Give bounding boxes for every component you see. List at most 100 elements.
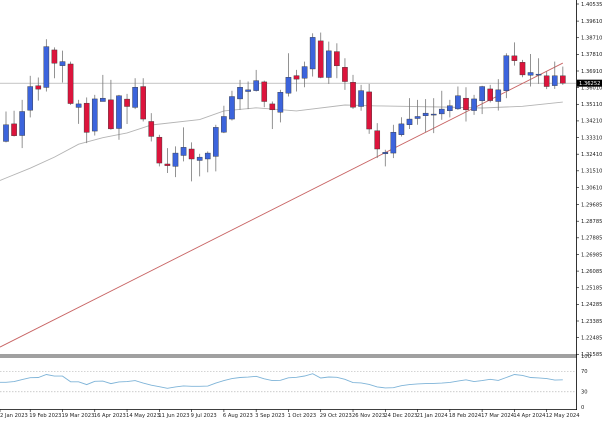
candle-body [213, 127, 219, 157]
candle[interactable] [487, 84, 494, 103]
candle-body [430, 113, 437, 116]
candle[interactable] [196, 153, 203, 177]
candle-body [19, 111, 25, 136]
candle[interactable] [108, 79, 114, 130]
candle[interactable] [229, 90, 235, 121]
candle[interactable] [342, 58, 348, 90]
candle[interactable] [317, 32, 324, 79]
candle[interactable] [35, 77, 42, 101]
candle[interactable] [19, 99, 25, 149]
candle[interactable] [430, 98, 437, 134]
candle-body [180, 147, 187, 156]
candle[interactable] [471, 94, 477, 115]
candle[interactable] [479, 85, 485, 115]
candle[interactable] [438, 90, 445, 120]
candle[interactable] [204, 151, 211, 173]
candle[interactable] [3, 111, 9, 143]
candle-body [366, 91, 372, 130]
candle[interactable] [253, 69, 259, 92]
candle-body [422, 112, 429, 116]
candle-body [156, 136, 163, 164]
candle[interactable] [511, 42, 518, 66]
candle[interactable] [527, 54, 534, 87]
candle[interactable] [180, 127, 187, 162]
candle[interactable] [148, 113, 155, 142]
candle[interactable] [543, 71, 550, 90]
candle-body [83, 102, 90, 133]
candle[interactable] [406, 98, 413, 130]
candle[interactable] [519, 59, 526, 78]
rsi-pane [0, 371, 576, 393]
candle[interactable] [309, 33, 316, 77]
candle-body [551, 75, 558, 86]
candle[interactable] [301, 61, 308, 88]
candle-body [3, 124, 9, 142]
candle[interactable] [334, 43, 340, 79]
candle[interactable] [414, 99, 421, 125]
candle[interactable] [551, 61, 558, 89]
candle[interactable] [422, 99, 429, 133]
candle[interactable] [495, 79, 502, 111]
main-price-pane [0, 32, 576, 348]
candle[interactable] [455, 86, 461, 110]
candle-body [350, 82, 356, 108]
candle[interactable] [261, 80, 268, 108]
candle[interactable] [326, 41, 332, 84]
candle-body [479, 86, 485, 101]
candle[interactable] [11, 110, 17, 137]
candle[interactable] [463, 87, 469, 122]
candle[interactable] [83, 97, 90, 144]
candle-body [196, 156, 203, 161]
candle[interactable] [245, 81, 251, 110]
candle[interactable] [447, 99, 453, 118]
candle[interactable] [269, 101, 276, 130]
price-tick-label: 1.25185 [581, 286, 602, 292]
candle[interactable] [382, 149, 389, 167]
candle-body [11, 123, 17, 136]
candle[interactable] [140, 78, 146, 122]
candle[interactable] [350, 74, 356, 109]
candle-body [438, 108, 445, 115]
price-tick-label: 1.36010 [581, 85, 602, 91]
date-tick-label: 24 Dec 2023 [384, 413, 417, 419]
candle[interactable] [27, 75, 34, 118]
trendline [0, 62, 564, 348]
candle[interactable] [358, 84, 364, 111]
price-tick-label: 1.26085 [581, 269, 602, 275]
candle[interactable] [43, 39, 50, 92]
candle[interactable] [59, 50, 66, 83]
candle[interactable] [374, 123, 381, 159]
candle-body [253, 80, 259, 91]
candle[interactable] [172, 146, 179, 178]
candle-body [543, 75, 550, 87]
candle[interactable] [100, 74, 106, 102]
candle[interactable] [366, 83, 372, 134]
candle[interactable] [398, 117, 405, 137]
candle[interactable] [285, 53, 292, 97]
candle[interactable] [51, 47, 58, 79]
candle[interactable] [91, 94, 98, 136]
rsi-tick-label: 30 [581, 390, 588, 396]
candle[interactable] [213, 124, 219, 172]
candle-body [317, 40, 324, 78]
candle[interactable] [535, 58, 542, 84]
candle[interactable] [293, 69, 300, 92]
candle[interactable] [164, 148, 171, 174]
candle[interactable] [188, 142, 195, 182]
candle-body [27, 86, 34, 111]
candle[interactable] [132, 78, 138, 110]
candle[interactable] [237, 79, 243, 110]
candle-body [172, 152, 179, 167]
candle[interactable] [560, 66, 566, 85]
candle[interactable] [503, 53, 510, 99]
candle[interactable] [156, 134, 163, 167]
candle[interactable] [75, 99, 82, 124]
candle-body [301, 66, 308, 79]
candle[interactable] [390, 124, 397, 159]
candle[interactable] [221, 105, 227, 134]
candle[interactable] [67, 61, 74, 105]
candle[interactable] [277, 89, 284, 123]
candle[interactable] [124, 93, 130, 125]
candle[interactable] [116, 94, 122, 140]
